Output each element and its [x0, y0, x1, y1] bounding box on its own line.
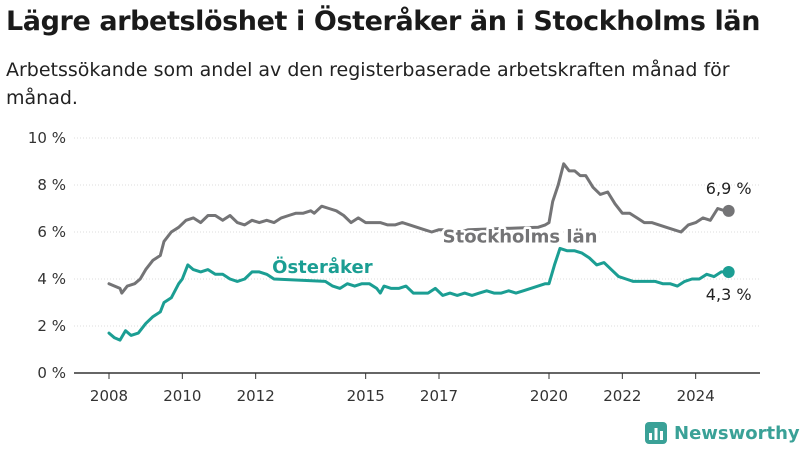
y-tick-label: 2 %	[37, 317, 66, 335]
series-label-stockholm: Stockholms län	[443, 227, 598, 248]
chart-subtitle: Arbetssökande som andel av den registerb…	[6, 59, 730, 109]
x-tick-label: 2022	[603, 387, 641, 405]
brand-logo: Newsworthy	[645, 418, 800, 448]
y-tick-label: 8 %	[37, 176, 66, 194]
x-tick-label: 2020	[530, 387, 568, 405]
end-point-osteraker	[722, 265, 735, 278]
newsworthy-icon	[645, 422, 667, 444]
y-tick-label: 6 %	[37, 223, 66, 241]
end-value-label-stockholm: 6,9 %	[706, 179, 752, 198]
chart-title: Lägre arbetslöshet i Österåker än i Stoc…	[6, 6, 761, 37]
x-tick-label: 2012	[237, 387, 275, 405]
y-tick-label: 10 %	[28, 129, 66, 147]
x-tick-label: 2010	[163, 387, 201, 405]
x-tick-label: 2024	[677, 387, 715, 405]
series-line-stockholm	[107, 162, 731, 295]
end-value-label-osteraker: 4,3 %	[706, 285, 752, 304]
y-tick-label: 0 %	[37, 364, 66, 382]
y-tick-label: 4 %	[37, 270, 66, 288]
end-point-stockholm	[722, 204, 735, 217]
x-tick-label: 2015	[347, 387, 385, 405]
series-label-osteraker: Österåker	[272, 256, 373, 278]
series-line-osteraker	[107, 246, 731, 342]
x-tick-label: 2008	[90, 387, 128, 405]
brand-name: Newsworthy	[674, 422, 800, 444]
x-tick-label: 2017	[420, 387, 458, 405]
